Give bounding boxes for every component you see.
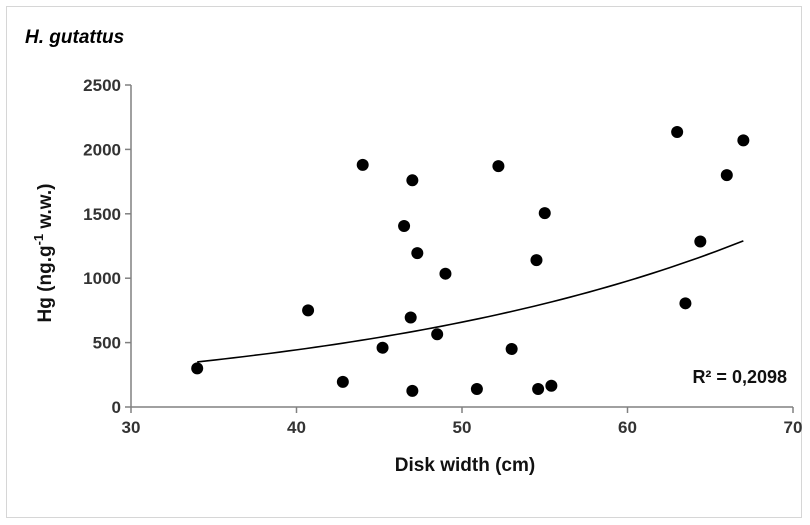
y-axis-title: Hg (ng.g-1 w.w.) — [31, 184, 56, 323]
x-tick-label: 30 — [122, 418, 141, 437]
data-point — [538, 207, 551, 220]
data-point — [406, 384, 419, 397]
chart-frame: H. gutattus 0 500 1000 1500 2000 2500 30 40 50 60… — [6, 6, 802, 518]
data-point — [720, 169, 733, 182]
scatter-chart: H. gutattus 0 500 1000 1500 2000 2500 30 40 50 60… — [25, 27, 802, 476]
r-squared-annotation: R² = 0,2098 — [692, 367, 787, 387]
y-axis-title-suffix: w.w.) — [35, 184, 56, 234]
data-point — [336, 375, 349, 388]
data-point — [302, 304, 315, 317]
data-point — [411, 247, 424, 260]
y-tick-label: 2000 — [83, 140, 121, 159]
y-axis-title-superscript: -1 — [31, 234, 46, 246]
x-tick-label: 60 — [618, 418, 637, 437]
y-tick-label: 500 — [93, 334, 121, 353]
data-point — [431, 328, 444, 341]
x-tick-label: 70 — [784, 418, 803, 437]
trendline — [197, 240, 744, 363]
data-point — [439, 267, 452, 280]
y-tick-label: 2500 — [83, 76, 121, 95]
y-tick-label: 0 — [112, 398, 121, 417]
data-point — [191, 362, 204, 375]
data-point — [376, 341, 389, 354]
data-point — [694, 235, 707, 248]
x-tick-label: 50 — [453, 418, 472, 437]
data-point — [406, 174, 419, 187]
axes: 0 500 1000 1500 2000 2500 30 40 50 60 70 — [83, 76, 802, 437]
data-points — [191, 126, 750, 397]
x-axis-title: Disk width (cm) — [395, 455, 535, 476]
trendline-group — [197, 240, 744, 363]
data-point — [737, 134, 750, 147]
data-point — [679, 297, 692, 310]
data-point — [532, 382, 545, 395]
data-point — [530, 254, 543, 267]
x-tick-label: 40 — [287, 418, 306, 437]
data-point — [671, 126, 684, 139]
data-point — [545, 379, 558, 392]
data-point — [398, 220, 411, 233]
y-tick-label: 1000 — [83, 269, 121, 288]
data-point — [505, 343, 518, 356]
y-tick-label: 1500 — [83, 205, 121, 224]
data-point — [492, 160, 505, 173]
data-point — [404, 311, 417, 324]
chart-title: H. gutattus — [25, 27, 124, 48]
y-axis-title-prefix: Hg (ng.g — [35, 245, 56, 322]
data-point — [356, 158, 369, 171]
data-point — [470, 382, 483, 395]
